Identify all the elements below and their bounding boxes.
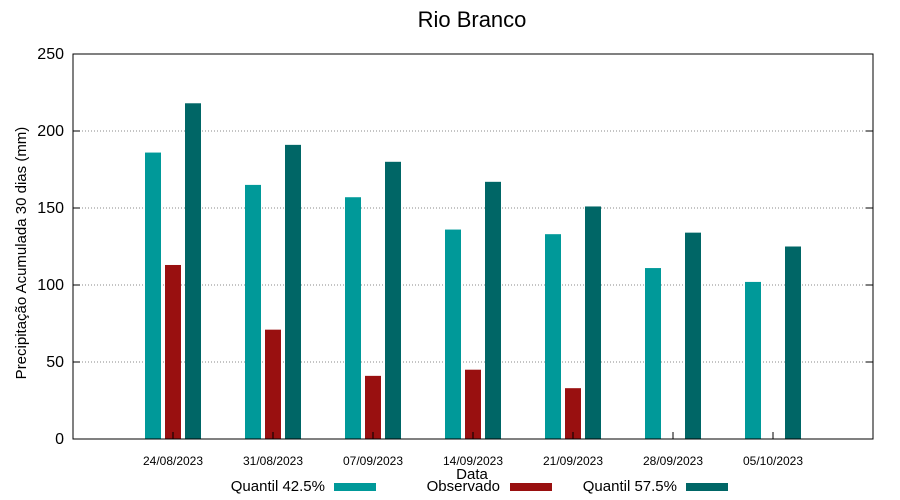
- legend-label: Quantil 42.5%: [231, 478, 325, 495]
- bar-quantil-57-5--5: [685, 232, 701, 439]
- legend-swatch: [510, 483, 552, 491]
- bars: [145, 103, 801, 440]
- bar-observado-2: [365, 375, 381, 439]
- x-tick-label: 07/09/2023: [343, 454, 403, 468]
- bar-quantil-42-5--3: [445, 229, 461, 439]
- bar-quantil-42-5--1: [245, 184, 261, 439]
- bar-quantil-57-5--3: [485, 181, 501, 439]
- chart-title: Rio Branco: [418, 7, 527, 32]
- axis-ticks: 0 50 100 150 200 250 24/08/2023 31/08/2023 07/09…: [37, 46, 873, 468]
- y-tick-label: 250: [37, 46, 64, 63]
- x-tick-label: 28/09/2023: [643, 454, 703, 468]
- bar-observado-0: [165, 264, 181, 439]
- bar-quantil-57-5--6: [785, 246, 801, 439]
- x-tick-label: 31/08/2023: [243, 454, 303, 468]
- bar-observado-3: [465, 369, 481, 439]
- legend-label: Quantil 57.5%: [583, 478, 677, 495]
- bar-quantil-42-5--0: [145, 152, 161, 439]
- bar-observado-1: [265, 329, 281, 439]
- bar-quantil-42-5--5: [645, 268, 661, 439]
- legend-swatch: [334, 483, 376, 491]
- bar-quantil-57-5--0: [185, 103, 201, 439]
- grid-lines: [73, 130, 873, 363]
- bar-quantil-57-5--1: [285, 144, 301, 440]
- legend-swatch: [686, 483, 728, 491]
- y-tick-label: 100: [37, 277, 64, 294]
- y-tick-label: 150: [37, 200, 64, 217]
- y-tick-label: 200: [37, 123, 64, 140]
- bar-quantil-42-5--6: [745, 281, 761, 439]
- y-axis-label: Precipitação Acumulada 30 dias (mm): [13, 127, 30, 380]
- bar-quantil-57-5--4: [585, 206, 601, 439]
- x-axis-label: Data: [456, 466, 488, 483]
- x-tick-label: 05/10/2023: [743, 454, 803, 468]
- x-tick-label: 24/08/2023: [143, 454, 203, 468]
- y-tick-label: 0: [55, 431, 64, 448]
- x-tick-label: 14/09/2023: [443, 454, 503, 468]
- x-tick-label: 21/09/2023: [543, 454, 603, 468]
- bar-quantil-57-5--2: [385, 161, 401, 440]
- legend: Quantil 42.5% Observado Quantil 57.5%: [231, 478, 728, 495]
- bar-observado-4: [565, 388, 581, 439]
- y-tick-label: 50: [46, 354, 64, 371]
- bar-quantil-42-5--2: [345, 197, 361, 439]
- bar-quantil-42-5--4: [545, 234, 561, 439]
- legend-label: Observado: [427, 478, 500, 495]
